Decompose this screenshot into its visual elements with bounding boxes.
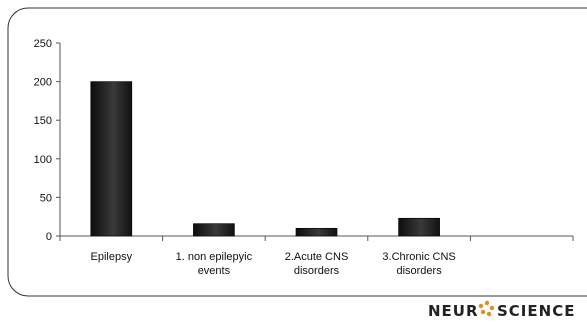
y-tick-label: 100 xyxy=(34,154,52,166)
brain-dots-icon xyxy=(478,300,495,317)
y-tick-label: 200 xyxy=(34,77,52,89)
x-tick-label: disorders xyxy=(294,265,340,277)
bar xyxy=(295,227,338,237)
plot-area: 0 50 100 150 200 250 Epilepsy 1. non epilepyic e… xyxy=(34,38,574,277)
y-tick-label: 150 xyxy=(34,115,52,127)
chart-border xyxy=(7,7,587,297)
bar xyxy=(90,81,133,237)
y-tick-label: 50 xyxy=(40,192,52,204)
y-tick-label: 0 xyxy=(46,231,52,243)
brand-text-right: SCIENCE xyxy=(497,302,575,320)
x-tick-label: disorders xyxy=(396,265,442,277)
x-tick-label: events xyxy=(198,265,231,277)
x-tick-label: 1. non epilepyic xyxy=(176,251,253,263)
x-tick-label: 2.Acute CNS xyxy=(285,251,349,263)
bar xyxy=(193,223,235,237)
brand-logo: NEUR SCIENCE xyxy=(428,300,575,320)
x-tick-label: Epilepsy xyxy=(91,251,133,263)
bar xyxy=(398,217,440,237)
y-tick-label: 250 xyxy=(34,38,52,50)
brand-text-left: NEUR xyxy=(428,302,479,320)
x-tick-label: 3.Chronic CNS xyxy=(382,251,455,263)
